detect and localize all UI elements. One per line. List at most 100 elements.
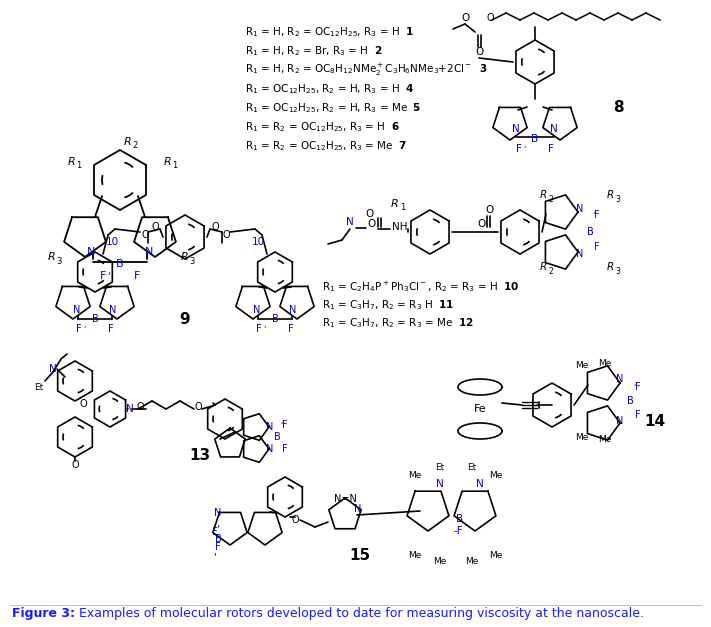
Text: B: B <box>116 259 124 269</box>
Text: F: F <box>256 324 262 334</box>
Text: F: F <box>594 242 600 252</box>
Text: 3: 3 <box>189 256 195 265</box>
Text: Fe: Fe <box>474 404 486 414</box>
Text: ʹ: ʹ <box>634 384 636 394</box>
Text: R: R <box>606 190 614 200</box>
Text: -F: -F <box>453 526 463 536</box>
Text: 9: 9 <box>180 312 191 327</box>
Text: F: F <box>548 144 554 154</box>
Text: ʹ: ʹ <box>84 327 86 335</box>
Text: N: N <box>87 247 95 257</box>
Text: O: O <box>366 209 374 219</box>
Text: 3: 3 <box>56 256 62 265</box>
Text: O: O <box>475 47 483 57</box>
Text: ʹ: ʹ <box>524 147 526 155</box>
Text: F: F <box>635 410 641 420</box>
Text: N: N <box>253 305 261 315</box>
Text: 14: 14 <box>644 414 665 429</box>
Text: N: N <box>354 504 362 514</box>
Text: Me: Me <box>465 557 479 567</box>
Text: R: R <box>606 262 614 272</box>
Text: O: O <box>71 460 79 470</box>
Text: R$_1$ = R$_2$ = OC$_{12}$H$_{25}$, R$_3$ = Me  $\mathbf{7}$: R$_1$ = R$_2$ = OC$_{12}$H$_{25}$, R$_3$… <box>245 139 407 153</box>
Text: 10: 10 <box>252 237 264 247</box>
Text: 15: 15 <box>349 547 370 562</box>
Text: N: N <box>346 217 354 227</box>
Text: R$_1$ = C$_3$H$_7$, R$_2$ = R$_3$ H  $\mathbf{11}$: R$_1$ = C$_3$H$_7$, R$_2$ = R$_3$ H $\ma… <box>322 298 454 312</box>
Text: B: B <box>626 396 634 406</box>
Text: N: N <box>214 508 222 518</box>
Text: F: F <box>215 542 221 552</box>
Text: R$_1$ = C$_2$H$_4$P$^+$Ph$_3$Cl$^-$, R$_2$ = R$_3$ = H  $\mathbf{10}$: R$_1$ = C$_2$H$_4$P$^+$Ph$_3$Cl$^-$, R$_… <box>322 280 520 295</box>
Text: 2: 2 <box>549 194 553 204</box>
Text: B: B <box>456 514 464 524</box>
Text: O: O <box>151 222 159 232</box>
Text: O: O <box>486 13 494 23</box>
Text: R: R <box>124 137 132 147</box>
Text: Examples of molecular rotors developed to date for measuring viscosity at the na: Examples of molecular rotors developed t… <box>75 606 644 619</box>
Text: F: F <box>212 527 218 537</box>
Text: Me: Me <box>599 436 611 445</box>
Text: Me: Me <box>408 551 422 559</box>
Text: 3: 3 <box>616 194 621 204</box>
Text: R$_1$ = R$_2$ = OC$_{12}$H$_{25}$, R$_3$ = H  $\mathbf{6}$: R$_1$ = R$_2$ = OC$_{12}$H$_{25}$, R$_3$… <box>245 120 400 134</box>
Text: ʹ: ʹ <box>107 273 110 283</box>
Text: N: N <box>109 305 117 315</box>
Text: ,: , <box>213 547 217 557</box>
Text: 1: 1 <box>76 162 82 171</box>
Text: Et: Et <box>435 463 444 472</box>
Text: R$_1$ = OC$_{12}$H$_{25}$, R$_2$ = H, R$_3$ = H  $\mathbf{4}$: R$_1$ = OC$_{12}$H$_{25}$, R$_2$ = H, R$… <box>245 82 415 96</box>
Text: F: F <box>288 324 294 334</box>
Text: F: F <box>76 324 82 334</box>
Text: Me: Me <box>408 470 422 480</box>
Text: N: N <box>577 204 584 214</box>
Text: 3: 3 <box>616 266 621 275</box>
Text: N: N <box>73 305 80 315</box>
Text: F: F <box>134 271 140 281</box>
Text: F: F <box>594 210 600 220</box>
Text: B: B <box>531 134 538 144</box>
Text: N: N <box>577 249 584 259</box>
Text: Me: Me <box>599 359 611 367</box>
Text: 2: 2 <box>549 266 553 275</box>
Text: N: N <box>616 374 624 384</box>
Text: O: O <box>141 230 149 240</box>
Text: O: O <box>478 219 486 229</box>
Text: F: F <box>282 444 288 454</box>
Text: R$_1$ = H, R$_2$ = OC$_{12}$H$_{25}$, R$_3$ = H  $\mathbf{1}$: R$_1$ = H, R$_2$ = OC$_{12}$H$_{25}$, R$… <box>245 25 414 39</box>
Text: R$_1$ = OC$_{12}$H$_{25}$, R$_2$ = H, R$_3$ = Me  $\mathbf{5}$: R$_1$ = OC$_{12}$H$_{25}$, R$_2$ = H, R$… <box>245 101 422 115</box>
Text: O: O <box>292 515 299 525</box>
Text: R$_1$ = C$_3$H$_7$, R$_2$ = R$_3$ = Me  $\mathbf{12}$: R$_1$ = C$_3$H$_7$, R$_2$ = R$_3$ = Me $… <box>322 316 474 330</box>
Text: ʹ: ʹ <box>264 327 266 335</box>
Text: N: N <box>267 444 274 454</box>
Text: F: F <box>635 382 641 392</box>
Text: R: R <box>68 157 76 167</box>
Text: N: N <box>616 416 624 426</box>
Text: O: O <box>461 13 469 23</box>
Text: O: O <box>211 222 219 232</box>
Text: Figure 3:: Figure 3: <box>12 606 75 619</box>
Text: O: O <box>368 219 376 229</box>
Text: 1: 1 <box>172 162 178 171</box>
Text: B: B <box>92 314 98 324</box>
Text: B: B <box>587 227 594 237</box>
Text: R$_1$ = H, R$_2$ = Br, R$_3$ = H  $\mathbf{2}$: R$_1$ = H, R$_2$ = Br, R$_3$ = H $\mathb… <box>245 44 383 58</box>
Text: N: N <box>512 124 520 134</box>
Text: N: N <box>126 404 134 414</box>
Text: R: R <box>164 157 172 167</box>
Text: Me: Me <box>575 433 589 443</box>
Text: N: N <box>550 124 558 134</box>
Text: N: N <box>49 364 57 374</box>
Text: F: F <box>282 420 288 430</box>
Text: Me: Me <box>489 470 503 480</box>
Text: F: F <box>108 324 114 334</box>
Text: NH: NH <box>392 222 407 232</box>
Text: O: O <box>486 205 494 215</box>
Text: ,: , <box>216 519 220 529</box>
Text: O: O <box>79 399 87 409</box>
Text: N: N <box>289 305 296 315</box>
Text: Et: Et <box>34 382 43 391</box>
Text: Me: Me <box>433 557 447 567</box>
Text: ʹ: ʹ <box>593 213 595 221</box>
Text: R: R <box>391 199 399 209</box>
